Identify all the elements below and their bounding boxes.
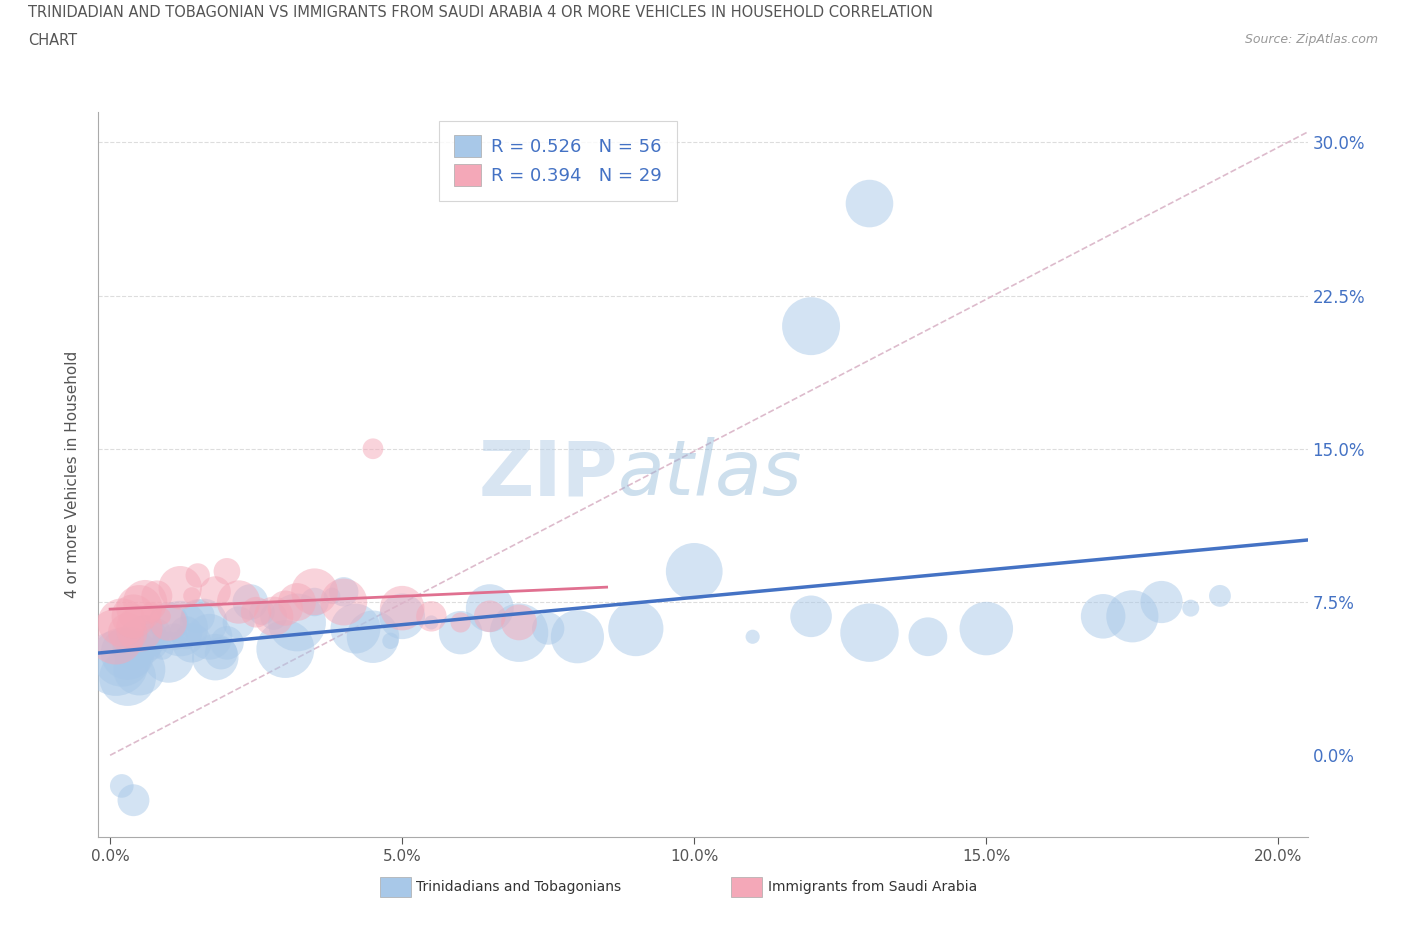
Point xyxy=(508,615,530,630)
Point xyxy=(537,621,560,636)
Point xyxy=(180,589,202,604)
Point xyxy=(169,621,191,636)
Point xyxy=(122,642,145,657)
Point xyxy=(624,621,647,636)
Point xyxy=(128,662,150,677)
Point xyxy=(567,630,589,644)
Point xyxy=(204,584,226,599)
Point xyxy=(228,615,250,630)
Point xyxy=(146,589,169,604)
Point xyxy=(304,584,326,599)
Point xyxy=(111,778,134,793)
Point xyxy=(204,650,226,665)
Point xyxy=(117,671,139,685)
Point xyxy=(128,601,150,616)
Point xyxy=(1121,609,1143,624)
Point xyxy=(800,609,823,624)
Point xyxy=(180,635,202,650)
Point xyxy=(139,635,162,650)
Point xyxy=(478,609,501,624)
Point xyxy=(104,656,127,671)
Text: Trinidadians and Tobagonians: Trinidadians and Tobagonians xyxy=(416,880,621,895)
Point xyxy=(245,604,267,619)
Point xyxy=(361,630,384,644)
Point xyxy=(1209,589,1232,604)
Point xyxy=(1150,594,1173,609)
Legend: R = 0.526   N = 56, R = 0.394   N = 29: R = 0.526 N = 56, R = 0.394 N = 29 xyxy=(439,121,676,201)
Point xyxy=(146,625,169,640)
Text: CHART: CHART xyxy=(28,33,77,47)
Point xyxy=(321,589,343,604)
Point xyxy=(187,568,209,583)
Point xyxy=(117,625,139,640)
Point xyxy=(858,196,880,211)
Point xyxy=(391,609,413,624)
Text: TRINIDADIAN AND TOBAGONIAN VS IMMIGRANTS FROM SAUDI ARABIA 4 OR MORE VEHICLES IN: TRINIDADIAN AND TOBAGONIAN VS IMMIGRANTS… xyxy=(28,5,934,20)
Point xyxy=(193,615,215,630)
Point xyxy=(122,792,145,807)
Text: atlas: atlas xyxy=(619,437,803,512)
Point xyxy=(139,604,162,619)
Point xyxy=(285,615,308,630)
Point xyxy=(152,642,174,657)
Point xyxy=(157,615,180,630)
Point xyxy=(683,564,706,578)
Point xyxy=(380,633,402,648)
Point xyxy=(263,609,285,624)
Y-axis label: 4 or more Vehicles in Household: 4 or more Vehicles in Household xyxy=(65,351,80,598)
Point xyxy=(174,625,197,640)
Point xyxy=(128,621,150,636)
Point xyxy=(111,615,134,630)
Point xyxy=(917,630,939,644)
Point xyxy=(104,630,127,644)
Point xyxy=(169,580,191,595)
Text: Immigrants from Saudi Arabia: Immigrants from Saudi Arabia xyxy=(768,880,977,895)
Point xyxy=(128,635,150,650)
Point xyxy=(332,594,354,609)
Point xyxy=(800,319,823,334)
Point xyxy=(478,601,501,616)
Point xyxy=(450,625,472,640)
Point xyxy=(1180,601,1202,616)
Point xyxy=(122,609,145,624)
Point xyxy=(741,630,763,644)
Point xyxy=(157,650,180,665)
Point xyxy=(117,645,139,660)
Point xyxy=(420,609,443,624)
Point xyxy=(858,625,880,640)
Point xyxy=(239,594,262,609)
Point xyxy=(134,630,156,644)
Point xyxy=(187,609,209,624)
Point xyxy=(304,594,326,609)
Point xyxy=(274,601,297,616)
Point xyxy=(215,564,238,578)
Point xyxy=(391,601,413,616)
Point xyxy=(344,621,367,636)
Point xyxy=(285,594,308,609)
Point xyxy=(215,635,238,650)
Point xyxy=(228,594,250,609)
Point xyxy=(163,630,186,644)
Text: ZIP: ZIP xyxy=(479,437,619,512)
Point xyxy=(361,442,384,457)
Point xyxy=(209,645,232,660)
Point xyxy=(250,604,273,619)
Point xyxy=(420,615,443,630)
Point xyxy=(111,650,134,665)
Text: Source: ZipAtlas.com: Source: ZipAtlas.com xyxy=(1244,33,1378,46)
Point xyxy=(198,630,221,644)
Point xyxy=(274,642,297,657)
Point xyxy=(263,609,285,624)
Point xyxy=(332,584,354,599)
Point xyxy=(134,594,156,609)
Point xyxy=(1092,609,1115,624)
Point xyxy=(157,615,180,630)
Point xyxy=(974,621,997,636)
Point xyxy=(152,609,174,624)
Point xyxy=(450,615,472,630)
Point xyxy=(508,625,530,640)
